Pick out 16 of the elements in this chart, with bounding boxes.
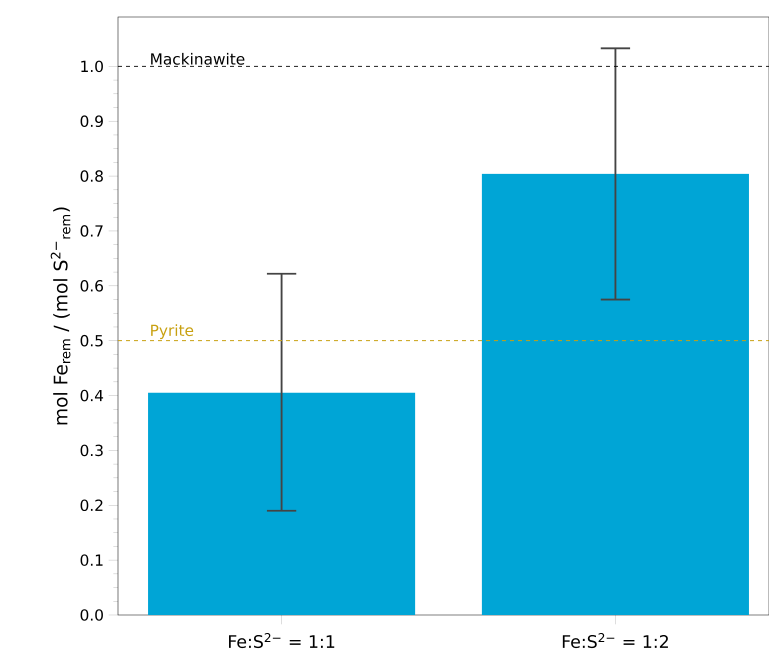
- ref-line-label: Pyrite: [151, 324, 194, 340]
- y-tick-label: 0.5: [80, 334, 103, 346]
- x-tick-label: Fe:S$^{2−}$ = 1:2: [562, 633, 668, 648]
- y-tick-label: 0.0: [80, 609, 103, 621]
- y-tick-label: 0.7: [80, 225, 103, 237]
- y-tick-label: 0.1: [80, 554, 103, 566]
- y-tick-label: 0.8: [80, 170, 103, 182]
- x-tick-label: Fe:S$^{2−}$ = 1:1: [229, 633, 334, 648]
- y-tick-label: 1.0: [81, 60, 103, 72]
- y-tick-label: 0.6: [80, 280, 103, 292]
- ref-line-label: Mackinawite: [151, 52, 244, 65]
- y-tick-label: 0.3: [80, 444, 103, 456]
- y-tick-label: 0.4: [80, 390, 104, 402]
- y-tick-label: 0.2: [80, 499, 102, 512]
- y-tick-label: 0.9: [80, 115, 103, 128]
- y-axis-title: mol Fe$_{rem}$ / (mol S$^{2−}$$_{rem}$): [50, 207, 70, 424]
